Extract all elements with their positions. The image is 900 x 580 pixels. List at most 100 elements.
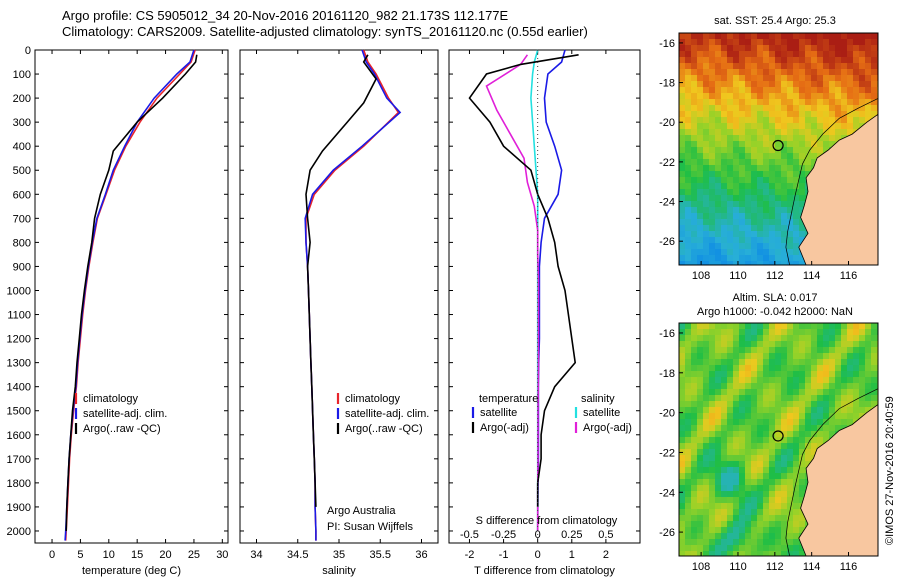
map-cell — [733, 371, 739, 377]
map-cell — [751, 455, 757, 461]
map-cell — [739, 117, 745, 123]
map-cell — [805, 123, 811, 129]
map-cell — [715, 449, 721, 455]
map-cell — [799, 255, 805, 261]
s-tick-label: 0 — [535, 529, 541, 541]
map-cell — [709, 63, 715, 69]
x-tick-label: 15 — [131, 549, 143, 561]
map-cell — [739, 129, 745, 135]
map-cell — [775, 353, 781, 359]
map-cell — [793, 201, 799, 207]
map-cell — [679, 437, 685, 443]
map-cell — [793, 57, 799, 63]
map-cell — [865, 335, 871, 341]
map-cell — [691, 365, 697, 371]
map-cell — [685, 377, 691, 383]
map-cell — [703, 497, 709, 503]
map-cell — [715, 473, 721, 479]
map-cell — [727, 117, 733, 123]
map-cell — [787, 431, 793, 437]
map-cell — [709, 45, 715, 51]
map-cell — [679, 455, 685, 461]
map-cell — [733, 341, 739, 347]
map-cell — [685, 491, 691, 497]
map-cell — [775, 497, 781, 503]
map-cell — [745, 473, 751, 479]
argo-location-marker — [772, 139, 784, 152]
map-cell — [727, 335, 733, 341]
map-cell — [709, 521, 715, 527]
map-cell — [721, 515, 727, 521]
map-cell — [769, 371, 775, 377]
map-cell — [775, 365, 781, 371]
map-cell — [823, 365, 829, 371]
map-cell — [823, 135, 829, 141]
map-cell — [709, 539, 715, 545]
map-cell — [781, 491, 787, 497]
map-cell — [745, 117, 751, 123]
map-cell — [685, 219, 691, 225]
map-cell — [727, 323, 733, 329]
map-cell — [853, 81, 859, 87]
map-cell — [697, 491, 703, 497]
map-cell — [805, 413, 811, 419]
legend-diff-label: temperature — [479, 393, 538, 405]
map-cell — [763, 213, 769, 219]
map-cell — [739, 177, 745, 183]
map-cell — [703, 545, 709, 551]
map-cell — [787, 383, 793, 389]
map-cell — [775, 177, 781, 183]
map-cell — [739, 323, 745, 329]
map-cell — [721, 237, 727, 243]
map-cell — [721, 365, 727, 371]
map-cell — [811, 87, 817, 93]
map-cell — [793, 425, 799, 431]
map-cell — [775, 249, 781, 255]
map-cell — [691, 237, 697, 243]
map-cell — [769, 497, 775, 503]
map-cell — [853, 401, 859, 407]
map-cell — [775, 533, 781, 539]
map-cell — [751, 159, 757, 165]
map-cell — [835, 389, 841, 395]
map-cell — [745, 449, 751, 455]
map-cell — [691, 261, 697, 265]
map-cell — [715, 147, 721, 153]
map-cell — [727, 437, 733, 443]
map-cell — [763, 389, 769, 395]
map-cell — [775, 431, 781, 437]
map-cell — [823, 401, 829, 407]
map-cell — [685, 485, 691, 491]
map-cell — [709, 359, 715, 365]
map-cell — [703, 141, 709, 147]
map-cell — [721, 117, 727, 123]
map-cell — [703, 225, 709, 231]
map-cell — [685, 437, 691, 443]
map-cell — [769, 467, 775, 473]
map-cell — [787, 437, 793, 443]
map-cell — [871, 93, 877, 99]
map-cell — [853, 359, 859, 365]
map-cell — [835, 341, 841, 347]
map-cell — [841, 383, 847, 389]
map-cell — [775, 359, 781, 365]
map-cell — [793, 177, 799, 183]
map-cell — [745, 51, 751, 57]
map-cell — [703, 69, 709, 75]
map-cell — [721, 255, 727, 261]
map-cell — [757, 419, 763, 425]
map-cell — [757, 201, 763, 207]
map-cell — [679, 93, 685, 99]
map-cell — [703, 479, 709, 485]
map-cell — [745, 365, 751, 371]
map-cell — [811, 33, 817, 39]
map-cell — [745, 225, 751, 231]
map-cell — [763, 243, 769, 249]
map-cell — [769, 207, 775, 213]
map-cell — [787, 455, 793, 461]
map-cell — [739, 497, 745, 503]
y-tick-label: 200 — [13, 93, 31, 105]
map-cell — [817, 39, 823, 45]
map-cell — [811, 63, 817, 69]
map-cell — [727, 57, 733, 63]
